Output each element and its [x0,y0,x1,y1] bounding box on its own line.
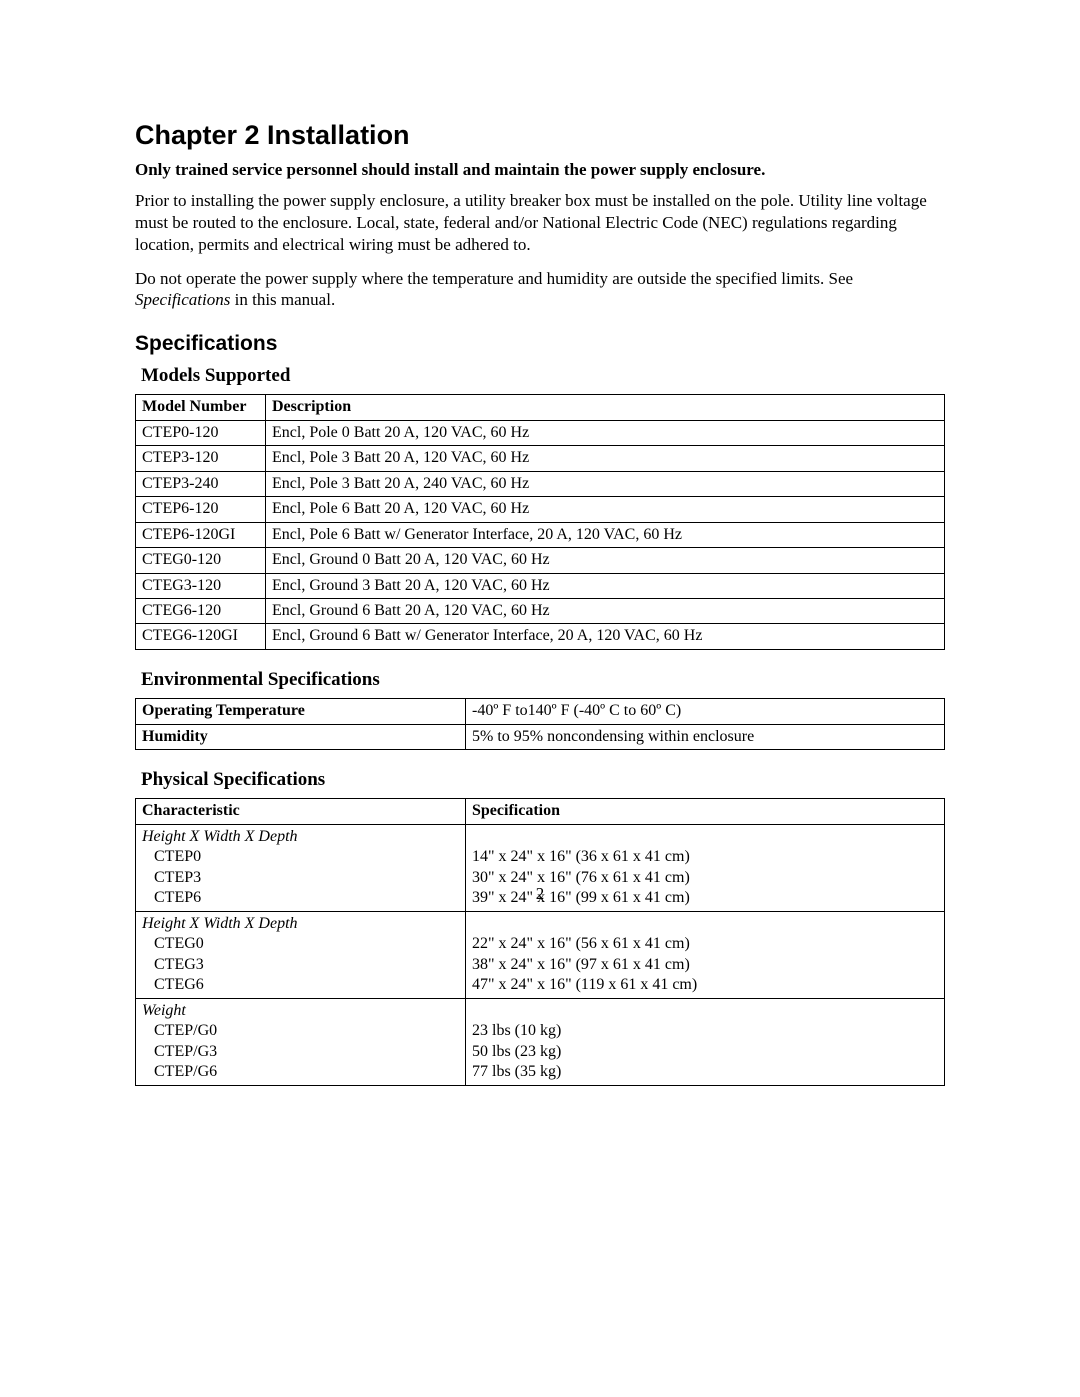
phys-item: CTEG6 [142,976,204,993]
model-number: CTEP3-120 [136,446,266,471]
phys-group-label: Weight [142,1002,186,1019]
phys-spec-value: 50 lbs (23 kg) [472,1043,561,1060]
table-header: Model Number [136,395,266,420]
table-header: Characteristic [136,799,466,824]
phys-item: CTEP/G6 [142,1063,217,1080]
subsection-physical: Physical Specifications [141,768,945,792]
phys-item: CTEP/G3 [142,1043,217,1060]
model-number: CTEG0-120 [136,548,266,573]
model-description: Encl, Ground 0 Batt 20 A, 120 VAC, 60 Hz [266,548,945,573]
models-table: Model NumberDescriptionCTEP0-120Encl, Po… [135,394,945,650]
paragraph-limits: Do not operate the power supply where th… [135,268,945,312]
table-row: Height X Width X Depth CTEG0 CTEG3 CTEG6 22"… [136,911,945,998]
table-row: CTEG6-120GIEncl, Ground 6 Batt w/ Genera… [136,624,945,649]
page-number: 2 [0,883,1080,905]
page: Chapter 2 Installation Only trained serv… [0,0,1080,1397]
table-row: Operating Temperature-40º F to140º F (-4… [136,699,945,724]
model-number: CTEP0-120 [136,420,266,445]
table-row: Weight CTEP/G0 CTEP/G3 CTEP/G6 23 lbs (10 kg… [136,998,945,1085]
env-label: Operating Temperature [136,699,466,724]
table-row: Humidity5% to 95% noncondensing within e… [136,724,945,749]
model-description: Encl, Ground 6 Batt 20 A, 120 VAC, 60 Hz [266,598,945,623]
model-number: CTEP6-120 [136,497,266,522]
table-row: CTEP0-120Encl, Pole 0 Batt 20 A, 120 VAC… [136,420,945,445]
table-row: CTEG6-120Encl, Ground 6 Batt 20 A, 120 V… [136,598,945,623]
table-header: Description [266,395,945,420]
table-row: CTEP6-120Encl, Pole 6 Batt 20 A, 120 VAC… [136,497,945,522]
table-row: CTEP3-240Encl, Pole 3 Batt 20 A, 240 VAC… [136,471,945,496]
phys-item: CTEP/G0 [142,1022,217,1039]
table-header: Specification [466,799,945,824]
model-description: Encl, Ground 3 Batt 20 A, 120 VAC, 60 Hz [266,573,945,598]
paragraph-install: Prior to installing the power supply enc… [135,190,945,255]
phys-spec-value: 77 lbs (35 kg) [472,1063,561,1080]
model-description: Encl, Pole 6 Batt w/ Generator Interface… [266,522,945,547]
chapter-title: Chapter 2 Installation [135,118,945,153]
model-number: CTEP6-120GI [136,522,266,547]
environmental-table: Operating Temperature-40º F to140º F (-4… [135,698,945,750]
env-value: 5% to 95% noncondensing within enclosure [466,724,945,749]
model-number: CTEG3-120 [136,573,266,598]
phys-specification: 23 lbs (10 kg) 50 lbs (23 kg) 77 lbs (35 k… [466,998,945,1085]
table-row: CTEP6-120GIEncl, Pole 6 Batt w/ Generato… [136,522,945,547]
model-description: Encl, Pole 3 Batt 20 A, 240 VAC, 60 Hz [266,471,945,496]
para2-italic: Specifications [135,290,230,309]
phys-item: CTEP0 [142,848,201,865]
phys-spec-value: 38" x 24" x 16" (97 x 61 x 41 cm) [472,956,690,973]
para2-suffix: in this manual. [230,290,335,309]
phys-item: CTEG0 [142,935,204,952]
env-label: Humidity [136,724,466,749]
model-description: Encl, Pole 6 Batt 20 A, 120 VAC, 60 Hz [266,497,945,522]
phys-group-label: Height X Width X Depth [142,828,298,845]
phys-item: CTEG3 [142,956,204,973]
model-description: Encl, Pole 3 Batt 20 A, 120 VAC, 60 Hz [266,446,945,471]
subsection-models: Models Supported [141,364,945,388]
phys-spec-value: 47" x 24" x 16" (119 x 61 x 41 cm) [472,976,697,993]
model-description: Encl, Pole 0 Batt 20 A, 120 VAC, 60 Hz [266,420,945,445]
phys-spec-value: 14" x 24" x 16" (36 x 61 x 41 cm) [472,848,690,865]
model-description: Encl, Ground 6 Batt w/ Generator Interfa… [266,624,945,649]
phys-characteristic: Height X Width X Depth CTEG0 CTEG3 CTEG6 [136,911,466,998]
table-row: CTEG0-120Encl, Ground 0 Batt 20 A, 120 V… [136,548,945,573]
phys-spec-value: 23 lbs (10 kg) [472,1022,561,1039]
model-number: CTEP3-240 [136,471,266,496]
table-row: CTEP3-120Encl, Pole 3 Batt 20 A, 120 VAC… [136,446,945,471]
physical-table: CharacteristicSpecification Height X Widt… [135,798,945,1085]
model-number: CTEG6-120 [136,598,266,623]
env-value: -40º F to140º F (-40º C to 60º C) [466,699,945,724]
table-row: CTEG3-120Encl, Ground 3 Batt 20 A, 120 V… [136,573,945,598]
phys-group-label: Height X Width X Depth [142,915,298,932]
phys-specification: 22" x 24" x 16" (56 x 61 x 41 cm) 38" x 2… [466,911,945,998]
section-specifications: Specifications [135,331,945,358]
intro-warning: Only trained service personnel should in… [135,159,945,181]
phys-characteristic: Weight CTEP/G0 CTEP/G3 CTEP/G6 [136,998,466,1085]
phys-spec-value: 22" x 24" x 16" (56 x 61 x 41 cm) [472,935,690,952]
para2-prefix: Do not operate the power supply where th… [135,269,853,288]
model-number: CTEG6-120GI [136,624,266,649]
subsection-environmental: Environmental Specifications [141,668,945,692]
